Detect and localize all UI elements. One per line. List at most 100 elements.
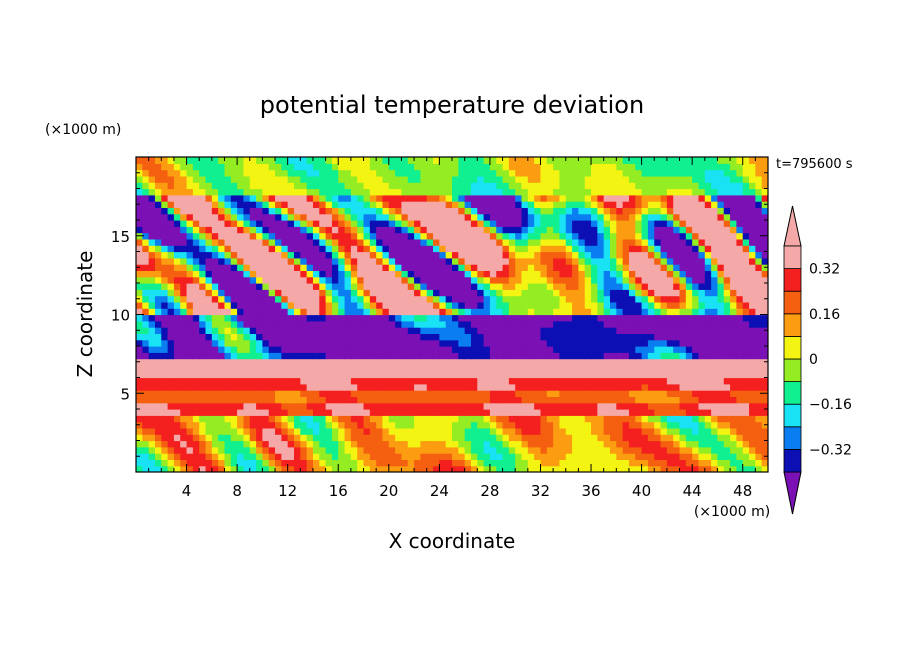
heatmap-cell — [496, 238, 504, 246]
heatmap-cell — [224, 283, 232, 290]
heatmap-cell — [401, 226, 409, 234]
heatmap-cell — [445, 283, 453, 290]
heatmap-cell — [407, 320, 415, 328]
heatmap-cell — [749, 364, 756, 372]
heatmap-cell — [749, 402, 756, 410]
heatmap-cell — [464, 301, 472, 309]
heatmap-cell — [654, 175, 662, 183]
heatmap-cell — [199, 301, 207, 309]
heatmap-cell — [180, 232, 188, 240]
heatmap-cell — [515, 314, 523, 322]
heatmap-cell — [559, 289, 567, 297]
heatmap-cell — [723, 358, 731, 366]
heatmap-cell — [704, 434, 712, 442]
heatmap-cell — [350, 459, 358, 467]
heatmap-cell — [205, 251, 213, 259]
heatmap-cell — [211, 446, 219, 454]
heatmap-cell — [452, 409, 459, 416]
heatmap-cell — [761, 339, 768, 347]
heatmap-cell — [426, 346, 434, 353]
heatmap-cell — [230, 453, 238, 460]
heatmap-cell — [192, 415, 200, 423]
heatmap-cell — [711, 415, 719, 423]
heatmap-cell — [546, 421, 554, 429]
heatmap-cell — [660, 283, 668, 290]
heatmap-cell — [647, 358, 655, 366]
heatmap-cell — [464, 188, 472, 196]
heatmap-cell — [281, 383, 289, 391]
heatmap-cell — [167, 346, 175, 353]
heatmap-cell — [142, 188, 150, 196]
heatmap-cell — [338, 453, 346, 460]
heatmap-cell — [294, 371, 301, 379]
heatmap-cell — [407, 213, 415, 221]
heatmap-cell — [635, 453, 643, 460]
heatmap-cell — [597, 371, 605, 379]
heatmap-cell — [452, 327, 459, 334]
heatmap-cell — [755, 396, 763, 404]
heatmap-cell — [205, 358, 213, 366]
heatmap-cell — [136, 308, 143, 316]
heatmap-cell — [306, 371, 314, 379]
heatmap-cell — [344, 358, 352, 366]
heatmap-cell — [300, 283, 308, 290]
heatmap-cell — [635, 301, 643, 309]
heatmap-cell — [167, 333, 175, 341]
heatmap-cell — [211, 283, 219, 290]
heatmap-cell — [464, 213, 472, 221]
heatmap-cell — [755, 459, 763, 467]
heatmap-cell — [433, 175, 440, 183]
heatmap-cell — [205, 175, 213, 183]
heatmap-cell — [477, 364, 485, 372]
heatmap-cell — [306, 440, 314, 448]
heatmap-cell — [382, 245, 390, 253]
heatmap-cell — [256, 346, 263, 353]
heatmap-cell — [742, 163, 750, 171]
heatmap-cell — [698, 440, 706, 448]
heatmap-cell — [660, 352, 668, 360]
heatmap-cell — [262, 283, 270, 290]
heatmap-cell — [711, 169, 719, 177]
heatmap-cell — [275, 465, 282, 472]
heatmap-cell — [546, 333, 554, 341]
heatmap-cell — [717, 427, 725, 435]
heatmap-cell — [597, 226, 605, 234]
heatmap-cell — [565, 163, 573, 171]
heatmap-cell — [704, 333, 712, 341]
heatmap-cell — [395, 440, 403, 448]
heatmap-cell — [192, 339, 200, 347]
heatmap-cell — [275, 415, 282, 423]
heatmap-cell — [534, 295, 542, 303]
heatmap-cell — [262, 421, 270, 429]
heatmap-cell — [464, 238, 472, 246]
heatmap-cell — [717, 390, 725, 397]
heatmap-cell — [591, 377, 598, 385]
heatmap-cell — [268, 175, 276, 183]
heatmap-cell — [136, 396, 143, 404]
heatmap-cell — [173, 157, 181, 164]
heatmap-cell — [515, 301, 523, 309]
heatmap-cell — [331, 289, 339, 297]
heatmap-cell — [565, 175, 573, 183]
heatmap-cell — [578, 409, 586, 416]
heatmap-cell — [515, 459, 523, 467]
heatmap-cell — [395, 238, 403, 246]
heatmap-cell — [395, 276, 403, 284]
heatmap-cell — [180, 314, 188, 322]
heatmap-cell — [249, 276, 257, 284]
heatmap-cell — [344, 194, 352, 202]
heatmap-cell — [489, 283, 497, 290]
heatmap-cell — [584, 276, 592, 284]
heatmap-cell — [357, 220, 365, 227]
heatmap-cell — [243, 188, 251, 196]
heatmap-cell — [749, 358, 756, 366]
heatmap-cell — [439, 371, 447, 379]
heatmap-cell — [388, 421, 396, 429]
heatmap-cell — [395, 459, 403, 467]
heatmap-cell — [287, 434, 295, 442]
heatmap-cell — [192, 245, 200, 253]
heatmap-cell — [755, 245, 763, 253]
heatmap-cell — [376, 434, 384, 442]
heatmap-cell — [527, 194, 535, 202]
heatmap-cell — [521, 339, 529, 347]
